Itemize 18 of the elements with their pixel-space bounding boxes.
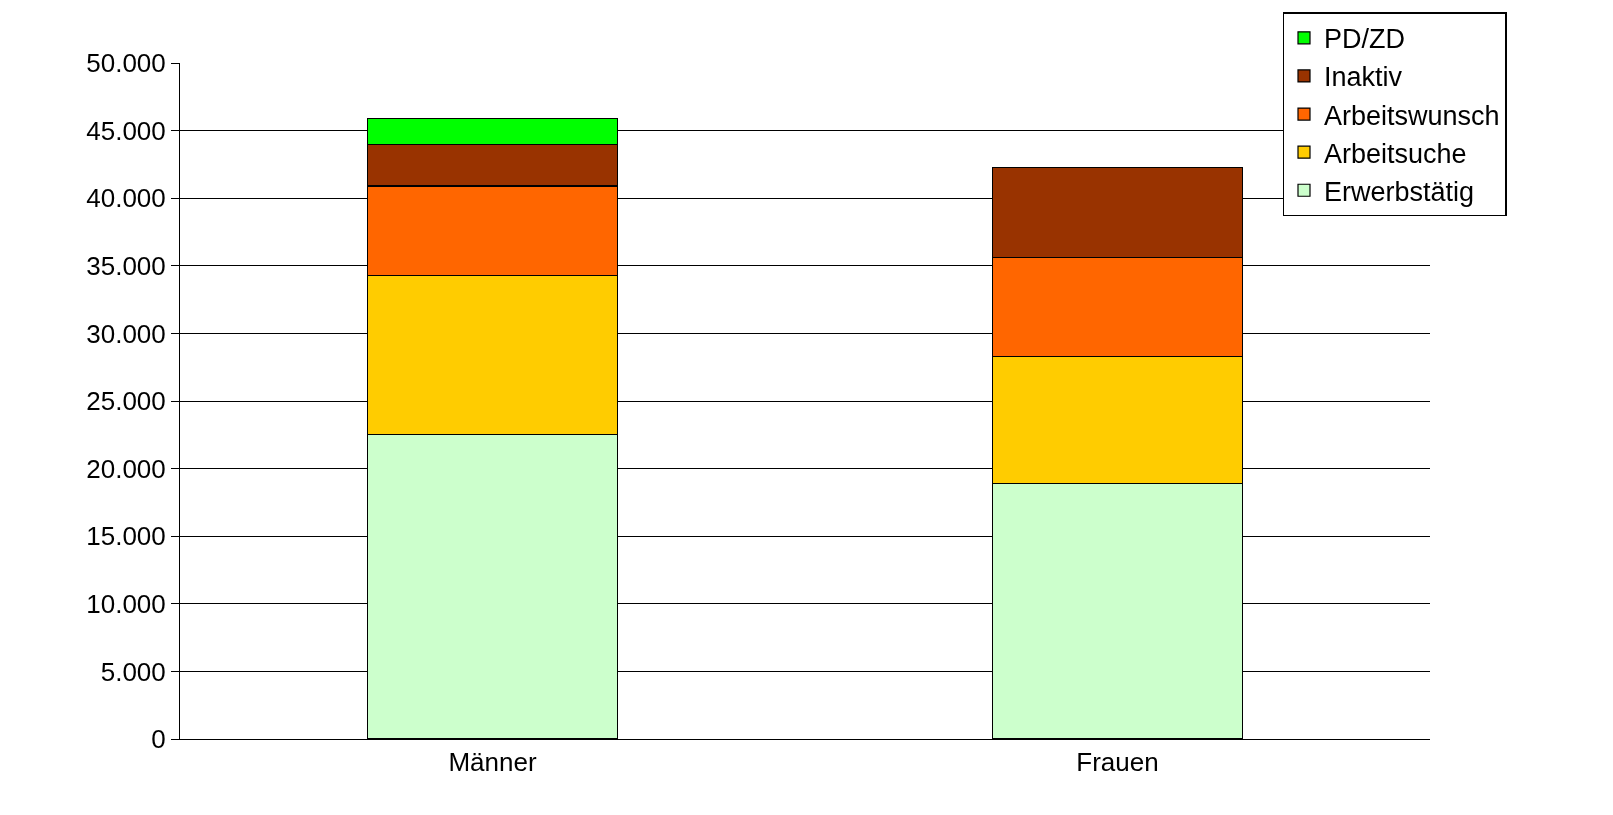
x-tick-label: Frauen [1076, 747, 1159, 778]
legend-label: PD/ZD [1324, 24, 1405, 55]
y-tick-label: 45.000 [86, 115, 166, 146]
y-tick-label: 20.000 [86, 453, 166, 484]
y-tick-label: 15.000 [86, 521, 166, 552]
x-tick-label: Männer [448, 747, 537, 778]
legend-label: Erwerbstätig [1324, 176, 1475, 207]
legend-label: Arbeitsuche [1324, 138, 1467, 169]
y-tick-label: 5.000 [100, 656, 166, 687]
y-tick-label: 10.000 [86, 588, 166, 619]
legend-label: Arbeitswunsch [1324, 100, 1500, 131]
y-tick-label: 25.000 [86, 386, 166, 417]
y-tick-label: 50.000 [86, 48, 166, 79]
y-tick-label: 30.000 [86, 318, 166, 349]
y-tick-label: 35.000 [86, 250, 166, 281]
legend-label: Inaktiv [1324, 62, 1403, 93]
y-tick-label: 0 [151, 724, 166, 755]
y-tick-label: 40.000 [86, 183, 166, 214]
